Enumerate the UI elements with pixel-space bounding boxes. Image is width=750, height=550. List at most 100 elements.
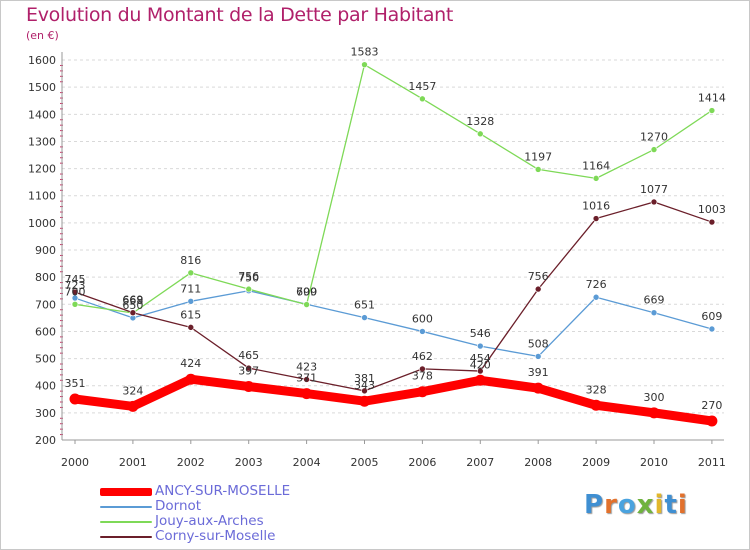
legend-swatch: [100, 535, 152, 538]
proxiti-logo: Proxiti: [584, 490, 688, 520]
data-point-jouy-aux-arches: [708, 107, 716, 114]
data-point-jouy-aux-arches: [592, 175, 600, 182]
data-point-jouy-aux-arches: [361, 61, 368, 68]
data-point-corny-sur-moselle: [476, 367, 484, 375]
y-tick-label: 800: [35, 271, 56, 284]
legend-label: Dornot: [155, 498, 202, 514]
data-point-corny-sur-moselle: [361, 387, 368, 395]
data-label-corny-sur-moselle: 462: [412, 350, 433, 363]
y-tick-label: 700: [35, 298, 56, 311]
legend-label: ANCY-SUR-MOSELLE: [155, 483, 291, 499]
data-label-jouy-aux-arches: 1583: [351, 46, 379, 59]
data-point-ancy-sur-moselle: [243, 381, 255, 393]
data-label-dornot: 750: [238, 272, 259, 285]
chart-title: Evolution du Montant de la Dette par Hab…: [26, 4, 454, 26]
data-label-ancy-sur-moselle: 371: [296, 372, 317, 385]
data-point-dornot: [650, 309, 658, 317]
x-tick-label: 2002: [177, 456, 205, 469]
logo-letter: P: [584, 490, 605, 520]
data-point-ancy-sur-moselle: [359, 395, 370, 407]
data-label-ancy-sur-moselle: 351: [65, 377, 86, 390]
data-label-corny-sur-moselle: 465: [238, 349, 259, 362]
data-label-jouy-aux-arches: 1328: [466, 115, 494, 128]
x-tick-label: 2011: [698, 456, 726, 469]
x-tick-label: 2005: [351, 456, 379, 469]
data-label-jouy-aux-arches: 699: [296, 286, 317, 299]
y-tick-label: 200: [35, 434, 56, 447]
data-label-dornot: 600: [412, 312, 433, 325]
data-label-ancy-sur-moselle: 420: [470, 358, 491, 371]
data-point-dornot: [476, 342, 484, 350]
logo-letter: i: [654, 490, 665, 520]
data-point-corny-sur-moselle: [303, 376, 310, 383]
data-label-jouy-aux-arches: 816: [180, 254, 201, 267]
legend-swatch: [100, 505, 152, 508]
y-tick-label: 500: [35, 353, 56, 366]
y-tick-label: 400: [35, 380, 56, 393]
series-line-ancy-sur-moselle: [70, 374, 717, 426]
y-tick-label: 300: [35, 407, 56, 420]
data-point-ancy-sur-moselle: [185, 373, 197, 385]
data-label-dornot: 651: [354, 299, 375, 312]
data-point-jouy-aux-arches: [303, 301, 310, 308]
data-label-ancy-sur-moselle: 300: [644, 391, 665, 404]
data-label-dornot: 726: [586, 278, 607, 291]
data-label-corny-sur-moselle: 756: [528, 270, 549, 283]
data-label-dornot: 609: [701, 310, 722, 323]
data-point-jouy-aux-arches: [187, 269, 195, 277]
data-label-jouy-aux-arches: 1414: [698, 92, 726, 105]
data-point-ancy-sur-moselle: [648, 407, 660, 419]
data-label-corny-sur-moselle: 1003: [698, 203, 726, 216]
y-tick-label: 1400: [28, 108, 56, 121]
data-label-corny-sur-moselle: 1016: [582, 200, 610, 213]
logo-letter: x: [636, 490, 655, 520]
data-point-jouy-aux-arches: [650, 146, 658, 153]
data-point-corny-sur-moselle: [708, 218, 716, 226]
data-label-corny-sur-moselle: 615: [180, 308, 201, 321]
data-label-corny-sur-moselle: 381: [354, 372, 375, 385]
data-point-jouy-aux-arches: [534, 166, 542, 173]
data-point-ancy-sur-moselle: [127, 400, 139, 412]
chart-subtitle: (en €): [26, 29, 59, 42]
data-point-jouy-aux-arches: [245, 285, 252, 293]
x-tick-label: 2008: [524, 456, 552, 469]
data-label-dornot: 700: [296, 285, 317, 298]
data-point-ancy-sur-moselle: [474, 374, 486, 386]
x-tick-label: 2003: [235, 456, 263, 469]
data-label-corny-sur-moselle: 423: [296, 360, 317, 373]
data-point-corny-sur-moselle: [650, 198, 658, 206]
data-label-dornot: 546: [470, 327, 491, 340]
y-tick-label: 1200: [28, 163, 56, 176]
logo-letter: o: [617, 490, 637, 520]
data-label-dornot: 508: [528, 337, 549, 350]
data-point-ancy-sur-moselle: [706, 415, 718, 427]
data-label-ancy-sur-moselle: 270: [701, 399, 722, 412]
data-point-corny-sur-moselle: [534, 285, 542, 293]
legend-label: Corny-sur-Moselle: [155, 528, 276, 544]
data-label-jouy-aux-arches: 1270: [640, 131, 668, 144]
data-label-jouy-aux-arches: 668: [122, 294, 143, 307]
data-point-dornot: [361, 314, 368, 321]
series-line-dornot: [74, 290, 713, 358]
data-label-ancy-sur-moselle: 424: [180, 357, 201, 370]
legend-swatch: [100, 520, 152, 523]
legend-label: Jouy-aux-Arches: [155, 513, 264, 529]
data-point-dornot: [708, 325, 716, 333]
data-label-ancy-sur-moselle: 391: [528, 366, 549, 379]
data-point-jouy-aux-arches: [419, 95, 426, 103]
data-label-ancy-sur-moselle: 397: [238, 365, 259, 378]
y-tick-label: 1000: [28, 217, 56, 230]
y-tick-label: 1600: [28, 54, 56, 67]
data-label-dornot: 650: [122, 299, 143, 312]
data-point-corny-sur-moselle: [245, 364, 252, 372]
x-tick-label: 2006: [408, 456, 436, 469]
data-label-ancy-sur-moselle: 328: [586, 383, 607, 396]
data-label-corny-sur-moselle: 745: [65, 273, 86, 286]
data-point-ancy-sur-moselle: [590, 399, 602, 411]
series-line-corny-sur-moselle: [74, 201, 713, 392]
data-label-ancy-sur-moselle: 324: [122, 384, 143, 397]
data-point-ancy-sur-moselle: [69, 393, 81, 405]
data-label-ancy-sur-moselle: 343: [354, 379, 375, 392]
data-point-jouy-aux-arches: [71, 300, 79, 308]
y-tick-label: 1100: [28, 190, 56, 203]
